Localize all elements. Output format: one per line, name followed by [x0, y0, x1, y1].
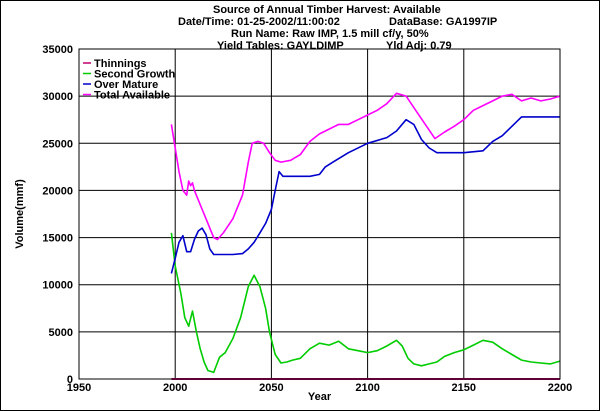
y-tick-label: 10000: [42, 280, 73, 292]
x-axis-label: Year: [308, 391, 332, 403]
x-tick-label: 2200: [548, 382, 572, 394]
x-tick-label: 1950: [67, 382, 91, 394]
x-tick-label: 2050: [259, 382, 283, 394]
legend-label: Total Available: [94, 90, 170, 102]
y-tick-label: 25000: [42, 138, 73, 150]
legend-label: Second Growth: [94, 69, 176, 81]
x-tick-label: 2100: [355, 382, 379, 394]
y-tick-label: 0: [67, 374, 73, 386]
y-tick-label: 30000: [42, 91, 73, 103]
y-axis-label: Volume(mmf): [14, 179, 26, 249]
y-tick-label: 5000: [49, 327, 73, 339]
y-tick-label: 35000: [42, 44, 73, 56]
series-line-over-mature: [170, 116, 560, 274]
series-line-second-growth: [170, 232, 561, 374]
y-tick-label: 15000: [42, 233, 73, 245]
legend-label: Over Mature: [94, 79, 158, 91]
series-line-total-available: [170, 92, 561, 241]
x-tick-label: 2150: [452, 382, 476, 394]
chart-title: Source of Annual Timber Harvest: Availab…: [213, 4, 441, 16]
series-layer: [170, 92, 561, 380]
legend-label: Thinnings: [94, 58, 147, 70]
plot-area-border: [78, 48, 561, 380]
y-tick-label: 20000: [42, 185, 73, 197]
datetime-label: Date/Time: 01-25-2002/11:00:02: [178, 16, 340, 28]
tick-labels: 1950 2000 2050 2100 2150 2200 0 5000 10000 15000 2…: [42, 44, 572, 394]
x-tick-label: 2000: [163, 382, 187, 394]
database-label: DataBase: GA1997IP: [389, 16, 498, 28]
run-name-label: Run Name: Raw IMP, 1.5 mill cf/y, 50%: [231, 28, 429, 40]
